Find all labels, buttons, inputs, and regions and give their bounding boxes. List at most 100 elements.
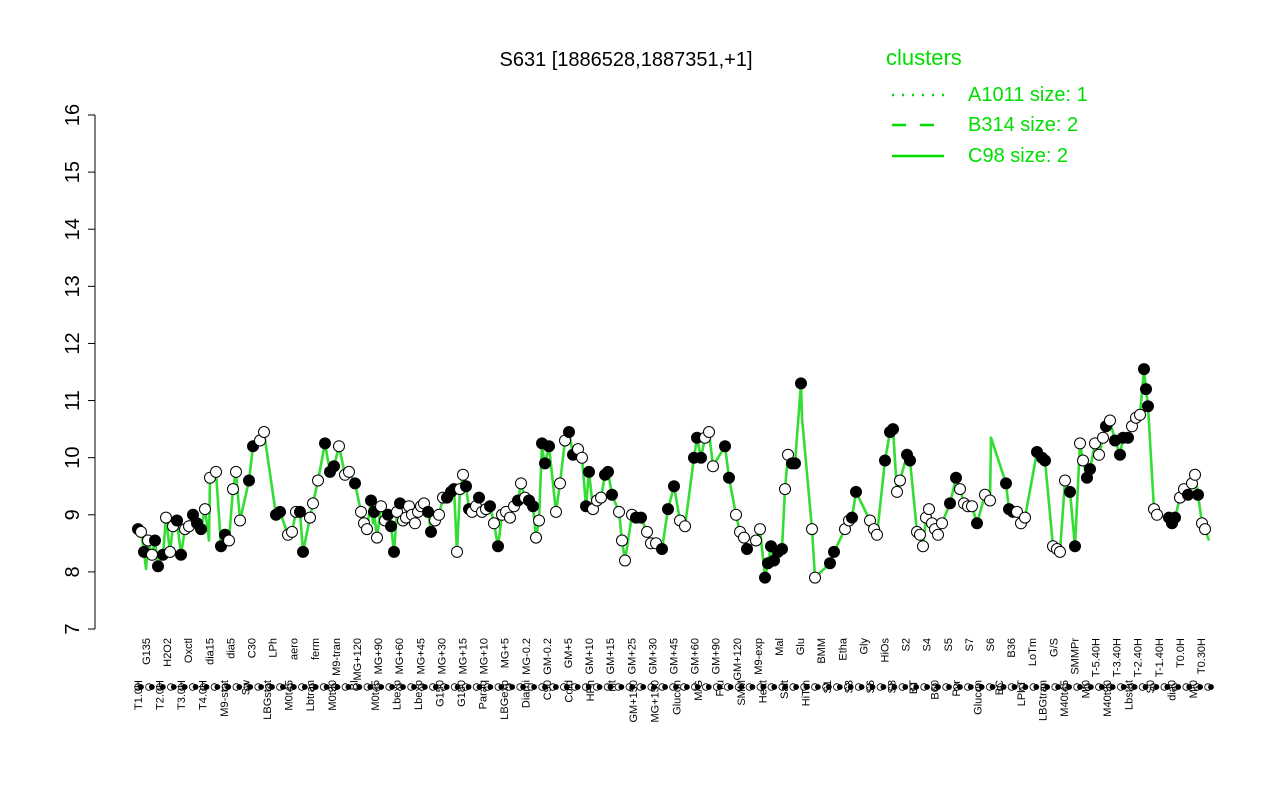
data-point (1192, 488, 1204, 501)
x-tick-label: MG+60 (394, 638, 406, 674)
x-tick-label: Lbexp (413, 680, 425, 710)
y-tick-label: 11 (62, 390, 84, 411)
x-tick-label: M9-exp (753, 638, 765, 675)
data-point (333, 440, 345, 453)
data-point (619, 554, 631, 567)
x-tick-label: M/G (693, 680, 705, 701)
data-point (152, 560, 164, 573)
data-point (1077, 454, 1089, 467)
data-point (171, 514, 183, 527)
category-marker-dark (345, 684, 352, 690)
x-tick-label: Glucon (973, 680, 985, 715)
data-point (328, 460, 340, 473)
y-tick-label: 12 (62, 332, 84, 354)
x-tick-label: Glu (795, 638, 807, 655)
x-tick-label: GM+150 (628, 680, 640, 723)
x-tick-label: T-3.40H (1112, 638, 1124, 677)
x-tick-label: T3.0H (176, 680, 188, 710)
category-marker-dark (1011, 684, 1018, 690)
category-marker-dark (476, 684, 483, 690)
category-marker-dark (1153, 684, 1160, 690)
data-point (1064, 485, 1076, 498)
category-marker-dark (269, 684, 275, 690)
x-tick-label: HiTm (800, 680, 812, 706)
x-tick-label: LBGstat (262, 680, 274, 720)
category-marker-dark (1088, 684, 1094, 690)
data-point (984, 494, 996, 507)
legend-entry-c98: C98 size: 2 (968, 145, 1068, 167)
x-tick-label: Pyr (951, 680, 963, 697)
x-tick-label: B36 (1006, 638, 1018, 658)
x-tick-label: Fru (714, 680, 726, 697)
x-axis: G135 H2O2 Oxctl dia15 dia5 C30 LPh aero ferm M9-t… (133, 637, 1214, 723)
category-marker-dark (203, 684, 210, 690)
data-point (371, 531, 383, 544)
category-marker-dark (236, 684, 243, 690)
x-tick-label: BT (908, 680, 920, 694)
x-tick-label: dia0 (1167, 680, 1179, 701)
legend: clusters A1011 size: 1 B314 size: 2 C98 … (886, 45, 1088, 167)
x-tick-label: M9-stat (219, 680, 231, 717)
x-tick-label: G/S (1048, 638, 1060, 657)
legend-entry-b314: B314 size: 2 (968, 114, 1078, 136)
x-tick-label: T2.0H (155, 680, 167, 710)
category-marker-dark (607, 684, 614, 690)
x-tick-label: M40t90 (1102, 680, 1114, 717)
x-tick-label: Cold (564, 680, 576, 703)
data-point (824, 557, 836, 570)
x-tick-label: ferm (310, 638, 322, 660)
category-marker-dark (1197, 684, 1203, 690)
data-point (230, 465, 242, 478)
y-tick-label: 9 (62, 509, 84, 520)
data-point (954, 483, 966, 496)
data-point (719, 440, 731, 453)
x-tick-label: Lbstat (1123, 680, 1135, 710)
category-marker-dark (694, 684, 701, 690)
data-point (146, 548, 158, 561)
category-marker-dark (509, 684, 516, 690)
data-point (539, 457, 551, 470)
data-point (554, 477, 566, 490)
x-tick-label: GM+120 (732, 638, 744, 681)
category-marker-dark (782, 684, 789, 690)
category-marker-dark (946, 684, 952, 690)
y-tick-label: 8 (62, 566, 84, 577)
x-tick-label: T0.0H (1175, 638, 1187, 668)
x-tick-label: LBGtran (1037, 680, 1049, 721)
data-point (1059, 474, 1071, 487)
data-point (343, 465, 355, 478)
data-point (227, 483, 239, 496)
category-marker-dark (1164, 684, 1171, 690)
category-marker-dark (815, 684, 821, 690)
category-marker-dark (1033, 684, 1040, 690)
data-point (828, 545, 840, 558)
data-point (1054, 545, 1066, 558)
data-point (1134, 408, 1146, 421)
x-tick-label: GM+30 (647, 638, 659, 674)
x-tick-label: T-2.40H (1133, 638, 1145, 677)
x-tick-label: LPh (268, 638, 280, 658)
category-marker-dark (684, 684, 690, 690)
x-tick-label: GM+15 (605, 638, 617, 674)
x-tick-label: LPhT (1016, 680, 1028, 707)
data-point (1142, 400, 1154, 413)
data-point (457, 468, 469, 481)
x-tick-label: Mal (774, 638, 786, 656)
data-point (492, 540, 504, 553)
category-marker-dark (170, 684, 177, 690)
data-point (616, 534, 628, 547)
data-point (1169, 511, 1181, 524)
data-point (730, 508, 742, 521)
category-marker-dark (902, 684, 909, 690)
data-point (274, 505, 286, 518)
data-point (850, 485, 862, 498)
data-point (234, 514, 246, 527)
category-marker-dark (1077, 684, 1083, 690)
category-marker-dark (673, 684, 679, 690)
data-point (1140, 383, 1152, 396)
data-point (365, 494, 377, 507)
x-tick-label: LoTm (1027, 638, 1039, 666)
data-point (1199, 523, 1211, 536)
category-marker-dark (913, 684, 920, 690)
category-marker-dark (465, 684, 472, 690)
